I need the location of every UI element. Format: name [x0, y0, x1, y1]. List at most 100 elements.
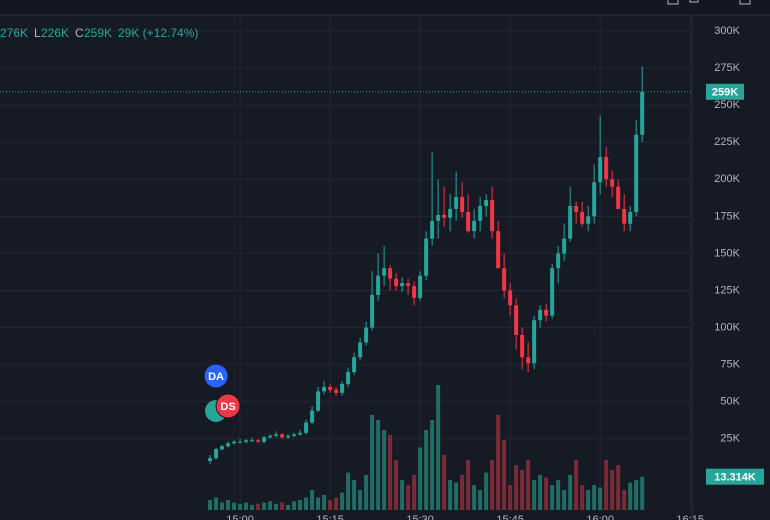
- volume-bar: [508, 485, 513, 510]
- volume-bar: [304, 497, 309, 510]
- candle-body: [586, 216, 591, 224]
- toolbar-icon[interactable]: [689, 0, 699, 3]
- volume-bar: [328, 500, 333, 510]
- candle-body: [568, 205, 573, 239]
- candle-body: [436, 214, 441, 221]
- volume-bar: [238, 503, 243, 510]
- volume-bar: [322, 495, 327, 510]
- toolbar-icon[interactable]: [667, 0, 679, 5]
- y-tick-label: 150K: [714, 247, 740, 259]
- volume-bar: [388, 435, 393, 510]
- annotation-badge: [203, 363, 229, 389]
- candle-body: [262, 437, 267, 442]
- candle-body: [310, 410, 315, 423]
- candle-body: [394, 278, 399, 287]
- volume-bar: [370, 415, 375, 510]
- candle-body: [244, 440, 249, 442]
- candle-body: [640, 91, 645, 135]
- candle-body: [628, 211, 633, 224]
- volume-bar: [622, 490, 627, 510]
- volume-bar: [526, 460, 531, 510]
- volume-bar: [400, 480, 405, 510]
- candle-body: [634, 134, 639, 212]
- candle-body: [334, 389, 339, 393]
- volume-bar: [484, 472, 489, 510]
- candle-body: [448, 208, 453, 218]
- y-tick-label: 75K: [720, 359, 740, 371]
- y-tick-label: 250K: [714, 99, 740, 111]
- volume-bar: [544, 477, 549, 510]
- volume-bar: [256, 503, 261, 510]
- candle-body: [322, 386, 327, 392]
- y-tick-label: 225K: [714, 136, 740, 148]
- candle-body: [418, 275, 423, 298]
- volume-bar: [334, 497, 339, 510]
- candle-body: [622, 208, 627, 224]
- volume-bar: [532, 480, 537, 510]
- candle-body: [604, 157, 609, 180]
- volume-bar: [580, 485, 585, 510]
- candle-body: [562, 238, 567, 254]
- volume-bar: [598, 487, 603, 510]
- volume-bar: [262, 502, 267, 510]
- y-tick-label: 25K: [720, 433, 740, 445]
- x-tick-label: 15:15: [316, 514, 344, 520]
- candle-body: [232, 441, 237, 444]
- candle-body: [544, 309, 549, 316]
- x-tick-label: 15:30: [406, 514, 434, 520]
- x-tick-label: 16:00: [586, 514, 614, 520]
- candle-body: [616, 186, 621, 209]
- candle-body: [268, 435, 273, 438]
- y-tick-label: 100K: [714, 321, 740, 333]
- candle-body: [364, 327, 369, 343]
- volume-bar: [340, 492, 345, 510]
- candle-body: [328, 386, 333, 390]
- price-label: 259K: [712, 87, 738, 99]
- y-tick-label: 200K: [714, 173, 740, 185]
- candle-body: [376, 275, 381, 295]
- candle-body: [292, 434, 297, 436]
- volume-label: 13.314K: [714, 472, 756, 484]
- candle-body: [388, 268, 393, 279]
- candle-body: [574, 205, 579, 212]
- candle-body: [610, 179, 615, 187]
- volume-bar: [562, 490, 567, 510]
- volume-bar: [382, 430, 387, 510]
- volume-bar: [556, 480, 561, 510]
- candle-body: [406, 283, 411, 287]
- candle-body: [430, 220, 435, 239]
- candle-body: [352, 357, 357, 373]
- volume-bar: [406, 485, 411, 510]
- candle-body: [250, 440, 255, 442]
- y-tick-label: 50K: [720, 396, 740, 408]
- price-label-box: [706, 83, 744, 100]
- candle-body: [472, 220, 477, 232]
- volume-bar: [412, 475, 417, 510]
- candle-body: [532, 320, 537, 364]
- low-prefix: L: [34, 26, 41, 40]
- candle-body: [538, 309, 543, 321]
- toolbar-icon[interactable]: [739, 0, 751, 5]
- candle-body: [466, 211, 471, 232]
- candle-body: [556, 253, 561, 269]
- volume-bar: [514, 465, 519, 510]
- candle-body: [592, 182, 597, 217]
- ohlc-legend: 276K L 226K C 259K 29K (+12.74%): [0, 26, 198, 40]
- candle-body: [208, 458, 213, 462]
- candle-body: [280, 434, 285, 438]
- volume-bar: [226, 500, 231, 510]
- volume-bar: [586, 490, 591, 510]
- candle-body: [550, 268, 555, 316]
- volume-bar: [358, 490, 363, 510]
- candle-body: [358, 342, 363, 358]
- volume-bar: [550, 485, 555, 510]
- candle-body: [298, 432, 303, 435]
- x-tick-label: 16:15: [676, 514, 704, 520]
- annotation-label: DA: [208, 371, 224, 383]
- candle-body: [508, 290, 513, 306]
- volume-bar: [292, 501, 297, 510]
- volume-bar: [376, 420, 381, 510]
- candle-body: [514, 305, 519, 336]
- candle-body: [424, 238, 429, 276]
- volume-bar: [232, 502, 237, 510]
